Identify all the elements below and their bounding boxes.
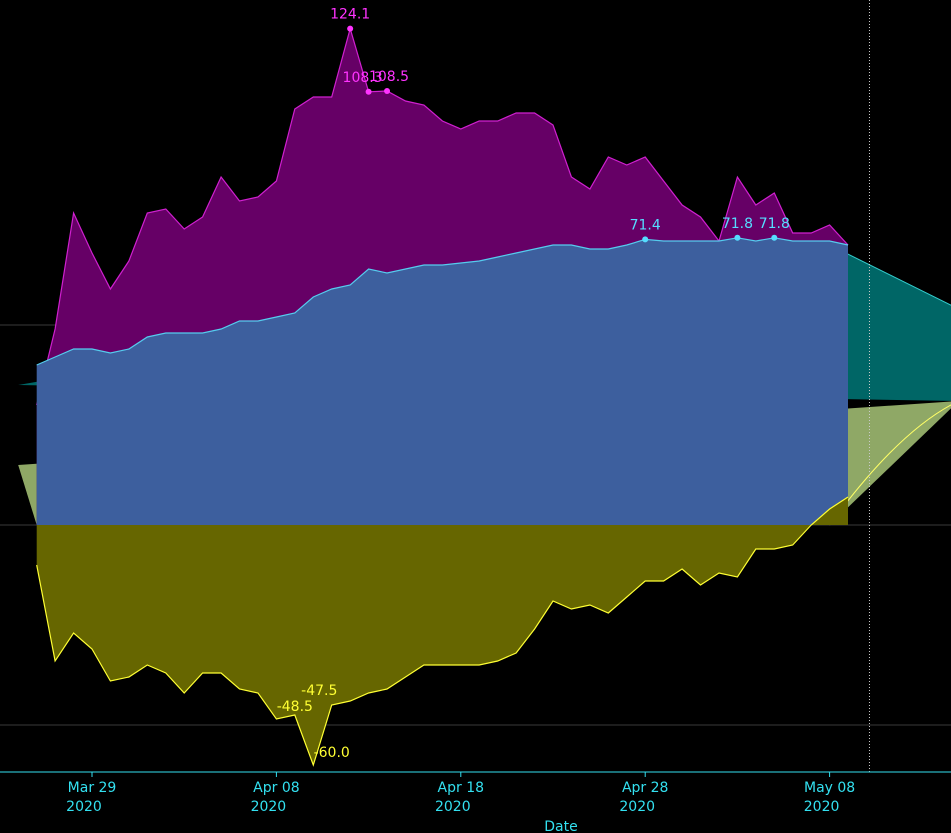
magenta-data-label: 108.3 [343, 70, 383, 86]
blue-data-point [642, 236, 649, 243]
x-tick-year-label: 2020 [251, 799, 287, 815]
x-tick-year-label: 2020 [804, 799, 840, 815]
x-axis: Mar 29 2020 Apr 08 2020 Apr 18 2020 Apr 28 2020… [0, 771, 951, 815]
series-areas [36, 26, 849, 767]
magenta-data-label: 124.1 [330, 7, 370, 23]
x-tick-year-label: 2020 [66, 799, 102, 815]
yellow-data-label: -60.0 [314, 745, 350, 761]
magenta-data-label: 108.5 [369, 69, 409, 85]
blue-series-line [36, 237, 849, 366]
x-tick-label: Apr 28 [622, 780, 668, 796]
blue-series-area [36, 237, 848, 526]
yellow-data-label: -47.5 [301, 683, 337, 699]
x-tick-label: Apr 18 [438, 780, 484, 796]
magenta-series-line [36, 26, 849, 406]
data-points [347, 25, 778, 243]
yellow-series-area [36, 497, 848, 765]
x-tick-label: May 08 [804, 780, 855, 796]
x-tick-year-label: 2020 [435, 799, 471, 815]
blue-data-point [734, 234, 741, 241]
x-tick-label: Mar 29 [68, 780, 117, 796]
teal-forecast-edge [829, 244, 951, 306]
yellow-data-label: -48.5 [277, 699, 313, 715]
blue-data-label: 71.4 [630, 217, 661, 233]
x-tick-year-label: 2020 [619, 799, 655, 815]
magenta-data-point [384, 88, 391, 94]
magenta-data-point [365, 88, 372, 95]
magenta-data-point [347, 25, 354, 32]
x-axis-title: Date [544, 819, 577, 833]
blue-data-label: 71.8 [722, 216, 753, 232]
yellow-series-line [36, 496, 849, 767]
x-tick-label: Apr 08 [253, 780, 299, 796]
blue-data-point [771, 234, 778, 241]
blue-data-label: 71.8 [759, 216, 790, 232]
